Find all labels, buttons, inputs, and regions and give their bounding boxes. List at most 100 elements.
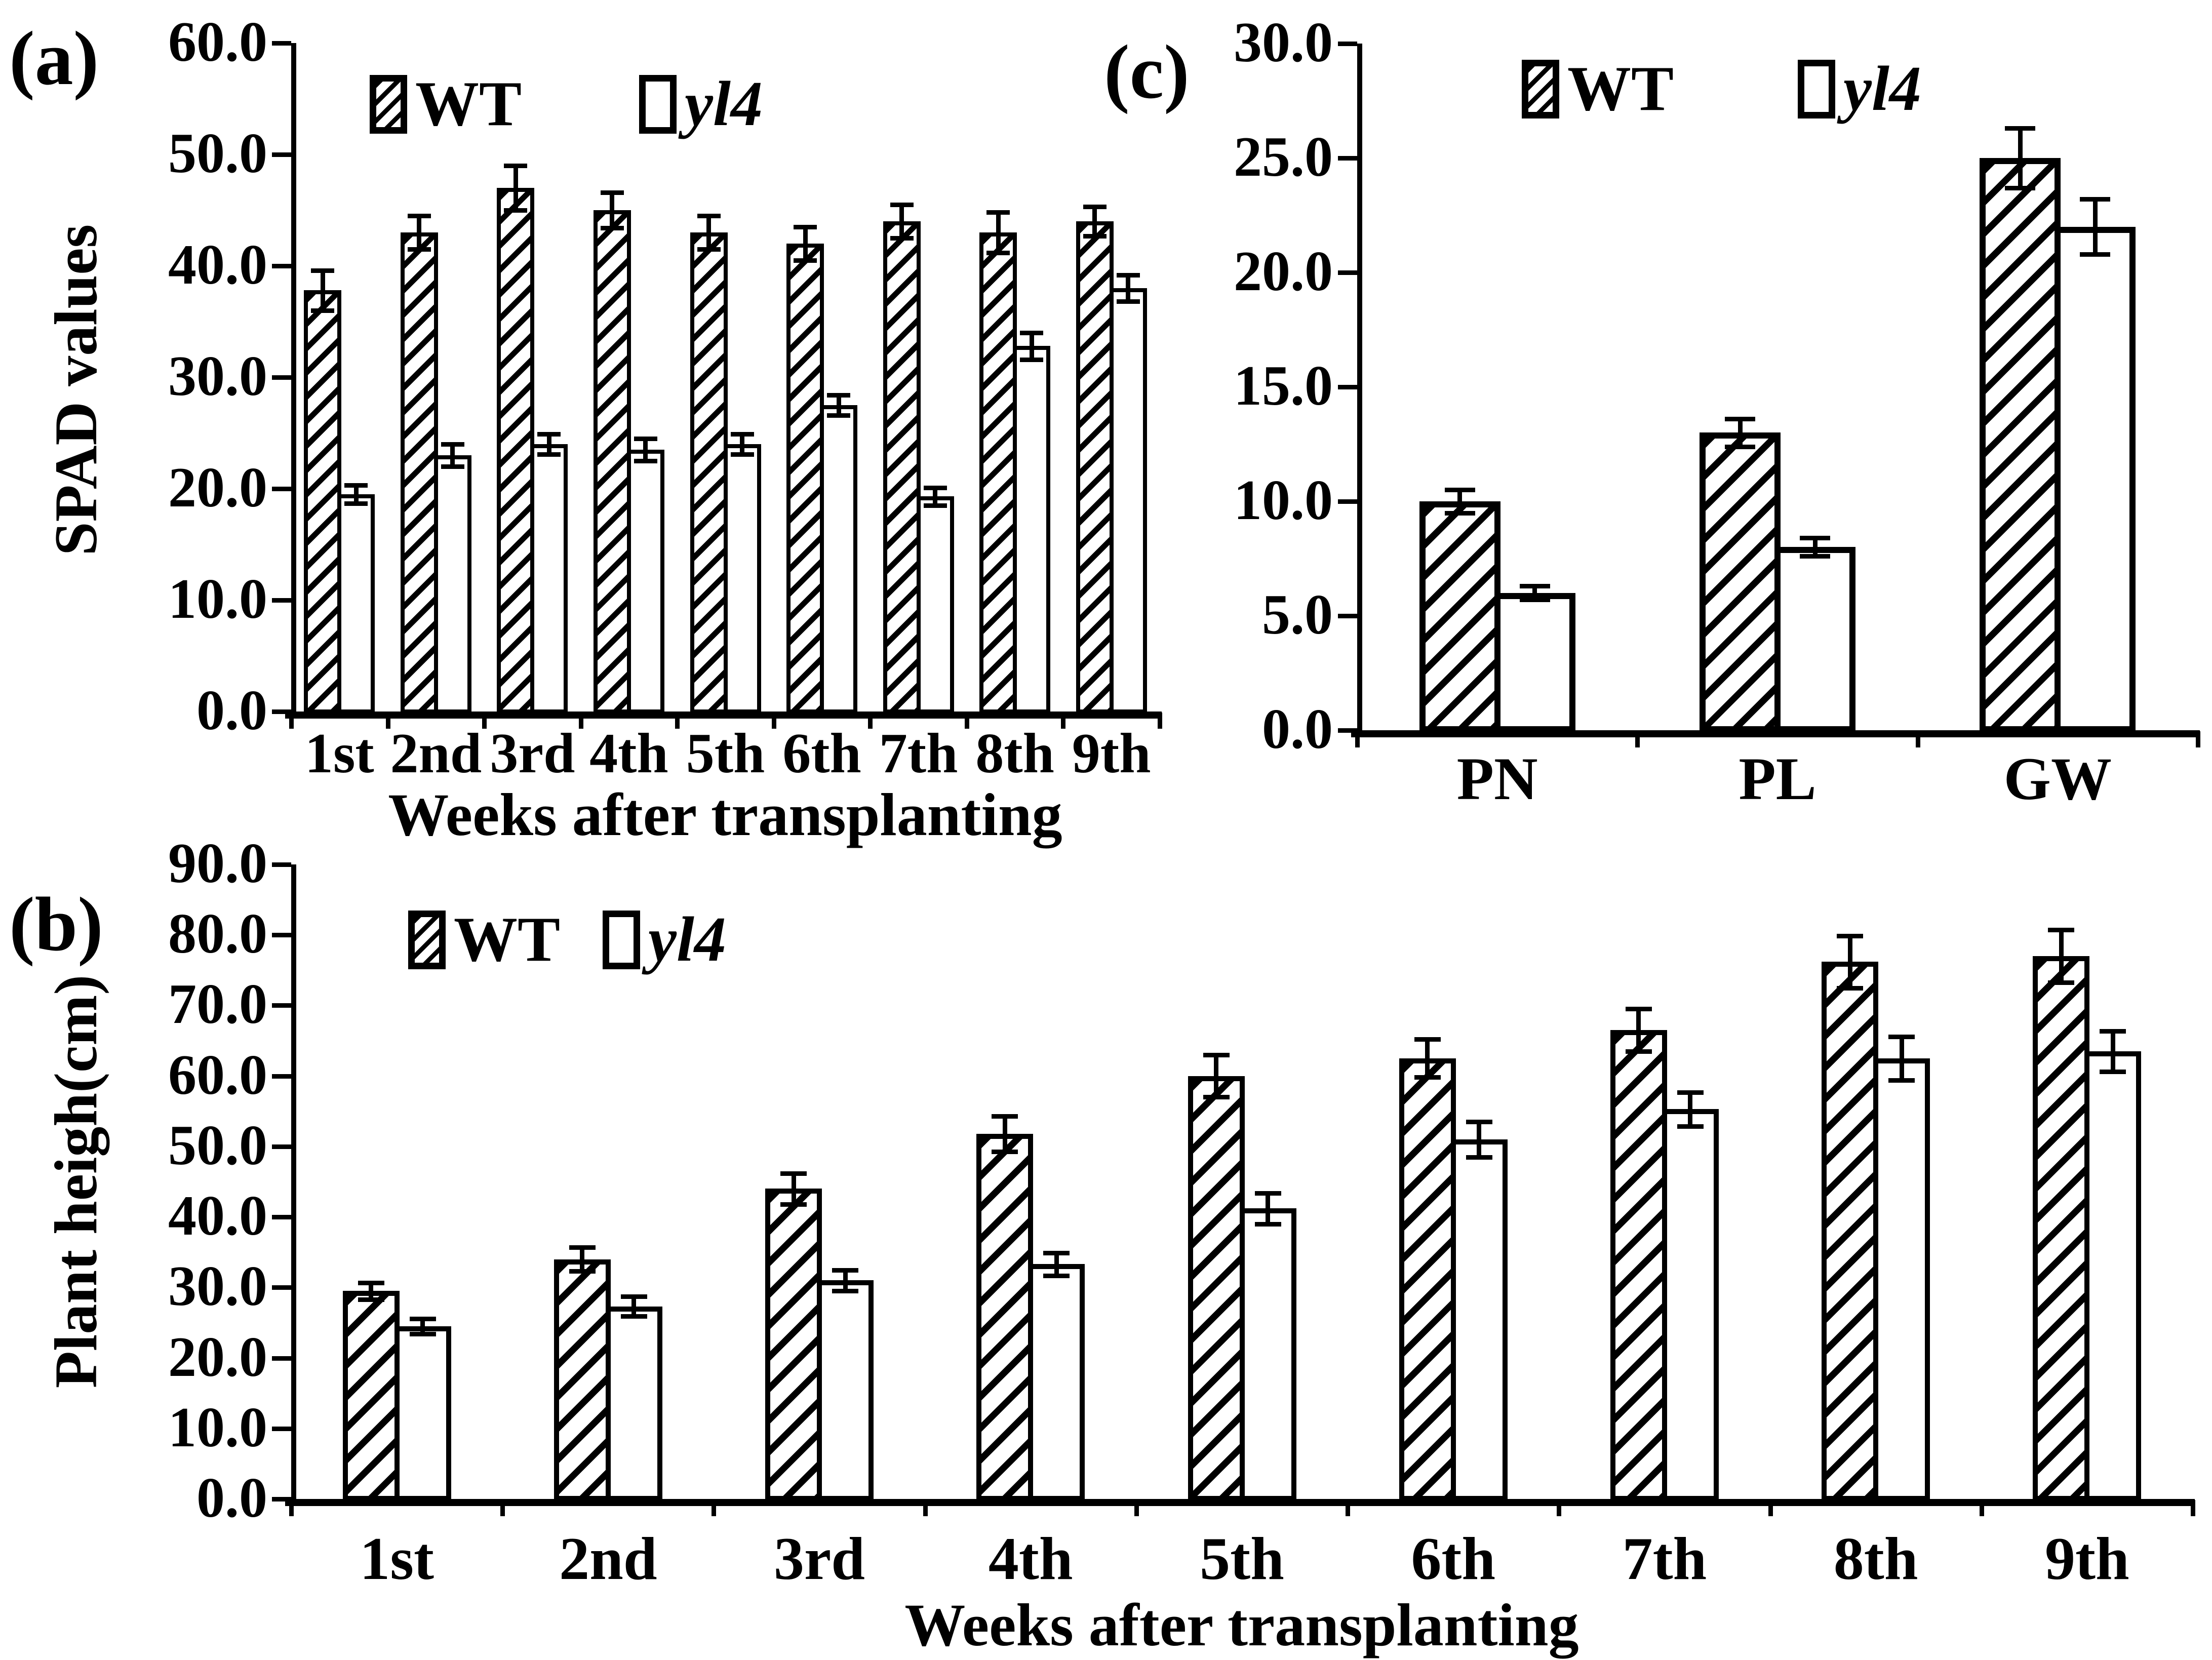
panel-c-legend-item-yl4: yl4	[1798, 54, 1921, 124]
category-label: 8th	[975, 722, 1054, 785]
bar-yl4	[626, 450, 664, 714]
error-bar-cap	[634, 459, 657, 463]
bar-wt	[1822, 962, 1879, 1501]
error-bar-cap	[730, 432, 754, 437]
y-tick-label: 25.0	[1234, 126, 1333, 188]
error-bar-line	[450, 444, 455, 466]
error-bar-cap	[1203, 1052, 1230, 1057]
error-bar-cap	[1043, 1251, 1070, 1256]
error-bar-cap	[890, 203, 914, 207]
error-bar-line	[791, 1173, 796, 1205]
error-bar-line	[643, 439, 648, 461]
error-bar-cap	[2100, 1070, 2126, 1075]
error-bar-cap	[1625, 1007, 1652, 1012]
error-bar-cap	[634, 437, 657, 441]
error-bar-line	[2059, 930, 2064, 982]
error-bar-cap	[569, 1269, 596, 1274]
error-bar-cap	[504, 208, 528, 213]
error-bar-cap	[441, 442, 464, 447]
error-bar-line	[2092, 199, 2098, 254]
category-label: 3rd	[774, 1525, 865, 1592]
category-label: 5th	[686, 722, 765, 785]
x-boundary-tick	[712, 1500, 717, 1516]
error-bar-line	[417, 216, 422, 249]
y-tick	[272, 1003, 291, 1008]
y-tick-label: 30.0	[168, 1255, 267, 1318]
panel-b-y-axis-title: Plant heigh(cm)	[42, 974, 109, 1389]
bar-wt	[690, 232, 728, 714]
y-tick-label: 50.0	[168, 1114, 267, 1177]
error-bar-cap	[504, 164, 528, 168]
error-bar-line	[1092, 207, 1097, 236]
y-tick	[1338, 156, 1357, 161]
error-bar-cap	[1083, 205, 1107, 210]
error-bar-cap	[311, 308, 335, 313]
bar-yl4	[1028, 1264, 1085, 1501]
y-tick	[1338, 42, 1357, 46]
x-boundary-tick	[771, 713, 776, 729]
error-bar-line	[1899, 1036, 1904, 1080]
x-boundary-tick	[1355, 731, 1360, 747]
y-axis	[291, 43, 296, 716]
y-tick-label: 30.0	[168, 345, 267, 408]
error-bar-cap	[697, 247, 721, 252]
bar-yl4	[723, 444, 761, 714]
y-tick	[1338, 614, 1357, 618]
error-bar-cap	[780, 1202, 807, 1207]
y-tick-label: 15.0	[1234, 354, 1333, 417]
bar-wt	[400, 232, 438, 714]
y-tick	[1338, 499, 1357, 504]
error-bar-line	[546, 434, 551, 454]
error-bar-cap	[827, 393, 851, 398]
error-bar-cap	[1083, 233, 1107, 239]
y-tick-label: 80.0	[168, 902, 267, 966]
error-bar-cap	[1116, 299, 1140, 304]
error-bar-line	[996, 212, 1001, 253]
y-tick	[272, 1497, 291, 1501]
bar-wt	[1700, 432, 1781, 732]
y-tick	[272, 598, 291, 603]
y-tick-label: 20.0	[168, 1325, 267, 1389]
error-bar-line	[1126, 274, 1131, 302]
error-bar-cap	[600, 226, 624, 231]
y-tick-label: 60.0	[168, 1043, 267, 1106]
yl4-open-swatch-icon	[639, 75, 677, 134]
error-bar-line	[899, 205, 904, 238]
error-bar-cap	[1888, 1034, 1915, 1039]
y-axis	[1357, 44, 1362, 734]
panel-c-legend-label-yl4: yl4	[1843, 54, 1921, 124]
error-bar-cap	[1444, 510, 1475, 516]
error-bar-cap	[992, 1114, 1018, 1119]
error-bar-cap	[1254, 1191, 1281, 1196]
error-bar-cap	[1519, 584, 1550, 589]
bar-yl4	[1494, 592, 1575, 732]
panel-b-x-axis-title: Weeks after transplanting	[904, 1591, 1579, 1658]
error-bar-cap	[832, 1289, 859, 1294]
error-bar-cap	[1020, 357, 1044, 362]
error-bar-cap	[2005, 126, 2036, 131]
error-bar-line	[1054, 1253, 1059, 1276]
error-bar-cap	[600, 190, 624, 195]
error-bar-line	[1812, 538, 1818, 557]
error-bar-cap	[620, 1294, 647, 1299]
bar-yl4	[2055, 226, 2136, 732]
bar-wt	[1188, 1076, 1245, 1501]
panel-b-legend-label-yl4: yl4	[648, 904, 726, 975]
error-bar-cap	[620, 1314, 647, 1319]
category-label: 4th	[589, 722, 668, 785]
error-bar-line	[1214, 1054, 1218, 1097]
bar-wt	[304, 290, 342, 714]
x-boundary-tick	[2196, 731, 2200, 747]
error-bar-line	[1688, 1092, 1693, 1126]
bar-wt	[554, 1259, 611, 1501]
y-tick	[272, 1426, 291, 1431]
y-tick	[272, 1285, 291, 1290]
error-bar-line	[1266, 1193, 1270, 1224]
bar-wt	[786, 244, 824, 714]
y-tick	[272, 862, 291, 867]
error-bar-cap	[1414, 1037, 1441, 1042]
error-bar-cap	[2080, 252, 2111, 257]
panel-a-letter: (a)	[9, 16, 99, 101]
error-bar-cap	[1837, 933, 1864, 938]
error-bar-cap	[780, 1171, 807, 1176]
